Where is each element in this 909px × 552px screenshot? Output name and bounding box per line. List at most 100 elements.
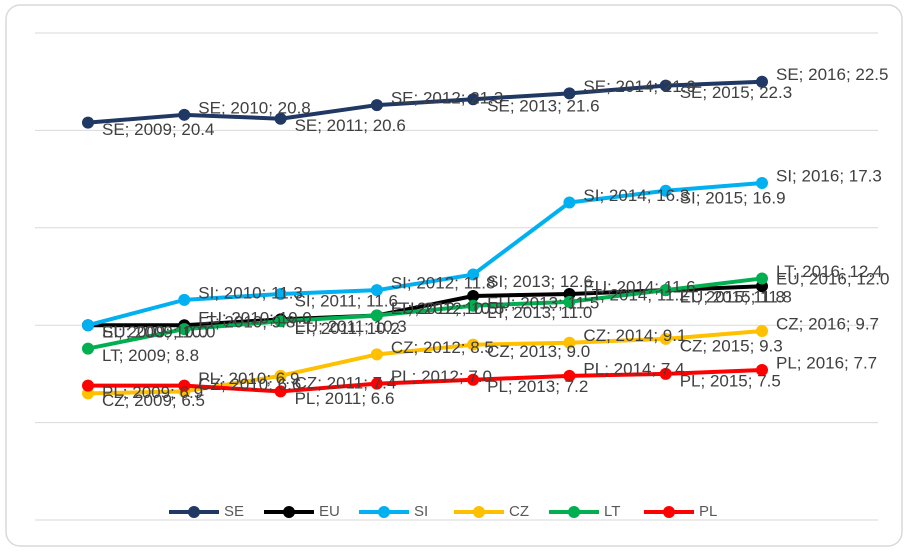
- series-line: [88, 368, 763, 394]
- data-label: PL; 2011; 6.6: [295, 389, 395, 408]
- data-label: SE; 2014; 21.9: [583, 77, 695, 96]
- data-label: LT; 2014; 11.2: [583, 285, 688, 304]
- data-label: EU; 2016; 12.0: [776, 270, 889, 289]
- data-label: SE; 2010; 20.8: [198, 98, 310, 117]
- legend-marker: [663, 506, 675, 518]
- data-point: [467, 93, 480, 106]
- data-label: CZ; 2012; 8.5: [391, 338, 494, 357]
- data-label: LT; 2012; 10.5: [391, 299, 498, 318]
- data-label: SI; 2014; 16.3: [583, 186, 689, 205]
- data-label: EU; 2015; 11.8: [680, 288, 792, 307]
- data-point: [467, 268, 480, 281]
- data-point: [756, 272, 768, 285]
- data-label: EU; 2011; 10.3: [295, 317, 407, 336]
- data-point: [274, 288, 287, 301]
- data-point: [659, 332, 672, 345]
- data-label: SI; 2015; 16.9: [680, 188, 786, 207]
- data-point: [370, 309, 383, 322]
- data-label: SE; 2016; 22.5: [776, 65, 888, 84]
- series-line: [87, 276, 763, 351]
- data-label: CZ; 2009; 6.5: [102, 391, 205, 410]
- legend-marker: [283, 506, 295, 518]
- data-label: LT; 2010; 9.8: [198, 313, 295, 332]
- data-point: [756, 75, 768, 88]
- data-point: [563, 87, 576, 100]
- data-point: [756, 325, 768, 338]
- data-point: [467, 299, 480, 312]
- data-label: SE; 2009; 20.4: [102, 120, 214, 139]
- data-label: SI; 2012; 11.8: [391, 274, 496, 293]
- legend-label: SE: [224, 503, 244, 520]
- data-label: SE; 2012; 21.3: [391, 89, 503, 108]
- data-point: [756, 176, 768, 189]
- data-label: PL; 2009; 6.9: [102, 383, 203, 402]
- data-point: [563, 336, 576, 349]
- legend-label: CZ: [509, 503, 529, 520]
- series-line: [87, 181, 763, 328]
- chart-border: [5, 4, 903, 547]
- data-point: [659, 184, 672, 197]
- data-label: SI; 2013; 12.6: [487, 272, 593, 291]
- data-label: EU; 2014; 11.6: [583, 278, 695, 297]
- data-label: SE; 2015; 22.3: [680, 83, 792, 102]
- data-point: [370, 284, 383, 297]
- data-label: CZ; 2015; 9.3: [680, 336, 783, 355]
- data-point: [756, 364, 768, 377]
- data-point: [274, 369, 287, 382]
- data-point: [178, 108, 191, 121]
- legend-label: SI: [414, 503, 428, 520]
- data-point: [82, 319, 94, 332]
- data-label: PL; 2013; 7.2: [487, 377, 588, 396]
- data-label: PL; 2010; 6.9: [198, 369, 299, 388]
- data-point: [274, 385, 287, 398]
- data-label: PL; 2012; 7.0: [391, 367, 492, 386]
- data-point: [563, 369, 576, 382]
- data-point: [82, 342, 94, 355]
- legend: SE EU SI CZ LT PL: [169, 503, 717, 520]
- data-point: [659, 284, 672, 297]
- data-point: [659, 79, 672, 92]
- data-point: [563, 196, 576, 209]
- data-label: SI; 2009; 10.0: [102, 323, 208, 342]
- series-line: [87, 329, 763, 396]
- series-line: [87, 79, 763, 125]
- data-point: [274, 315, 287, 328]
- legend-label: LT: [604, 503, 620, 520]
- data-point: [467, 289, 480, 302]
- data-label: LT; 2013; 11.0: [487, 303, 592, 322]
- data-label: PL; 2014; 7.4: [583, 359, 684, 378]
- data-label: EU; 2009; 10.0: [102, 323, 215, 342]
- data-point: [274, 112, 287, 125]
- data-label: EU; 2012; 10.5: [391, 299, 504, 318]
- data-label: LT; 2016; 12.4: [776, 262, 883, 281]
- data-point: [370, 99, 383, 112]
- data-point: [178, 323, 191, 336]
- data-label: SI; 2011; 11.6: [295, 292, 398, 311]
- data-label: CZ; 2013; 9.0: [487, 342, 590, 361]
- legend-marker: [188, 506, 200, 518]
- data-point: [82, 116, 94, 129]
- legend-marker: [473, 506, 485, 518]
- data-label: CZ; 2014; 9.1: [583, 326, 686, 345]
- data-point: [178, 293, 191, 306]
- data-label: LT; 2009; 8.8: [102, 346, 199, 365]
- legend-label: EU: [319, 503, 340, 520]
- data-label: CZ; 2010; 6.6: [198, 375, 301, 394]
- data-label: CZ; 2011; 7.4: [295, 373, 397, 392]
- data-label: SI; 2016; 17.3: [776, 166, 882, 185]
- data-point: [370, 377, 383, 390]
- data-label: SI; 2010; 11.3: [198, 283, 303, 302]
- data-label: PL; 2016; 7.7: [776, 353, 877, 372]
- data-point: [82, 379, 94, 392]
- legend-marker: [378, 506, 390, 518]
- data-point: [563, 295, 576, 308]
- data-point: [178, 379, 191, 392]
- data-label: PL; 2015; 7.5: [680, 371, 781, 390]
- data-point: [467, 338, 480, 351]
- data-label: SE; 2011; 20.6: [295, 116, 406, 135]
- data-label: EU; 2010; 10.0: [198, 309, 311, 328]
- data-label: SE; 2013; 21.6: [487, 97, 599, 116]
- legend-marker: [568, 506, 580, 518]
- legend-label: PL: [699, 503, 717, 520]
- data-point: [467, 373, 480, 386]
